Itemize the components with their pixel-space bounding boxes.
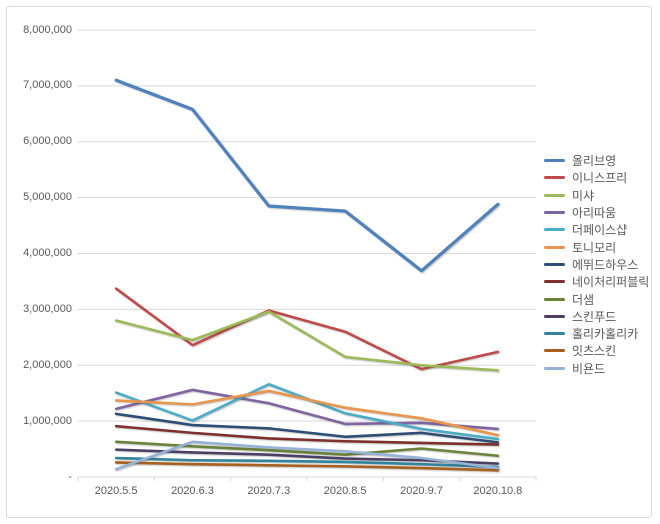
legend-item: 이니스프리 <box>544 169 649 186</box>
x-axis-label: 2020.10.8 <box>473 485 523 497</box>
legend-line-swatch <box>544 332 565 336</box>
legend-line-swatch <box>544 176 565 180</box>
legend-item: 아리따움 <box>544 204 649 221</box>
x-axis-label: 2020.8.5 <box>323 485 367 497</box>
legend-line-swatch <box>544 159 565 163</box>
legend-item: 잇츠스킨 <box>544 342 649 359</box>
legend-label: 스킨푸드 <box>572 309 617 324</box>
legend-line-swatch <box>544 366 565 370</box>
legend-item: 더페이스샵 <box>544 221 649 238</box>
legend-line-swatch <box>544 314 565 318</box>
y-axis-label: 6,000,000 <box>23 135 72 148</box>
legend-line-swatch <box>544 245 565 249</box>
y-axis-label: 5,000,000 <box>23 191 72 204</box>
legend-item: 미샤 <box>544 187 649 204</box>
legend-label: 올리브영 <box>572 154 617 169</box>
legend-label: 토니모리 <box>572 240 617 255</box>
legend-line-swatch <box>544 297 565 301</box>
series-line-토니모리 <box>114 389 500 437</box>
legend-item: 홀리카홀리카 <box>544 325 649 342</box>
legend-line-swatch <box>544 211 565 215</box>
legend-label: 이니스프리 <box>572 171 628 186</box>
y-axis-label: 3,000,000 <box>23 302 72 315</box>
legend-item: 올리브영 <box>544 152 649 169</box>
y-axis-label: 8,000,000 <box>23 23 72 36</box>
legend-item: 네이처리퍼블릭 <box>544 273 649 290</box>
series-line-에뛰드하우스 <box>114 412 500 444</box>
y-axis-label: 2,000,000 <box>23 358 72 371</box>
legend-label: 네이처리퍼블릭 <box>572 275 650 290</box>
legend-item: 비욘드 <box>544 360 649 377</box>
legend-item: 에뛰드하우스 <box>544 256 649 273</box>
legend-line-swatch <box>544 349 565 353</box>
x-axis-label: 2020.9.7 <box>400 485 443 497</box>
x-axis-label: 2020.6.3 <box>171 485 214 497</box>
legend-label: 아리따움 <box>572 206 617 221</box>
legend-item: 토니모리 <box>544 238 649 255</box>
legend-line-swatch <box>544 228 565 232</box>
y-axis-label: 4,000,000 <box>23 247 72 259</box>
legend-label: 에뛰드하우스 <box>572 257 639 272</box>
series-line-잇츠스킨 <box>114 461 500 472</box>
legend-label: 미샤 <box>572 188 595 203</box>
series-line-미샤 <box>114 310 500 372</box>
series-line-비욘드 <box>114 440 500 471</box>
legend-label: 더페이스샵 <box>572 223 628 238</box>
legend-item: 스킨푸드 <box>544 308 649 325</box>
y-axis-label: - <box>68 470 72 483</box>
legend-label: 비욘드 <box>572 361 606 376</box>
legend-label: 더샘 <box>572 292 595 307</box>
legend-label: 홀리카홀리카 <box>572 327 639 342</box>
series-line-홀리카홀리카 <box>114 456 500 469</box>
legend-line-swatch <box>544 193 565 197</box>
x-axis-label: 2020.7.3 <box>247 485 291 497</box>
series-line-아리따움 <box>114 388 500 431</box>
x-axis-label: 2020.5.5 <box>94 485 138 497</box>
legend-line-swatch <box>544 262 565 266</box>
legend-item: 더샘 <box>544 290 649 307</box>
legend-line-swatch <box>544 280 565 284</box>
series-line-네이처리퍼블릭 <box>114 424 500 446</box>
y-axis-label: 7,000,000 <box>23 79 72 92</box>
legend-label: 잇츠스킨 <box>572 344 617 359</box>
series-line-이니스프리 <box>114 287 500 371</box>
series-line-올리브영 <box>114 78 500 273</box>
y-axis-label: 1,000,000 <box>23 414 72 427</box>
